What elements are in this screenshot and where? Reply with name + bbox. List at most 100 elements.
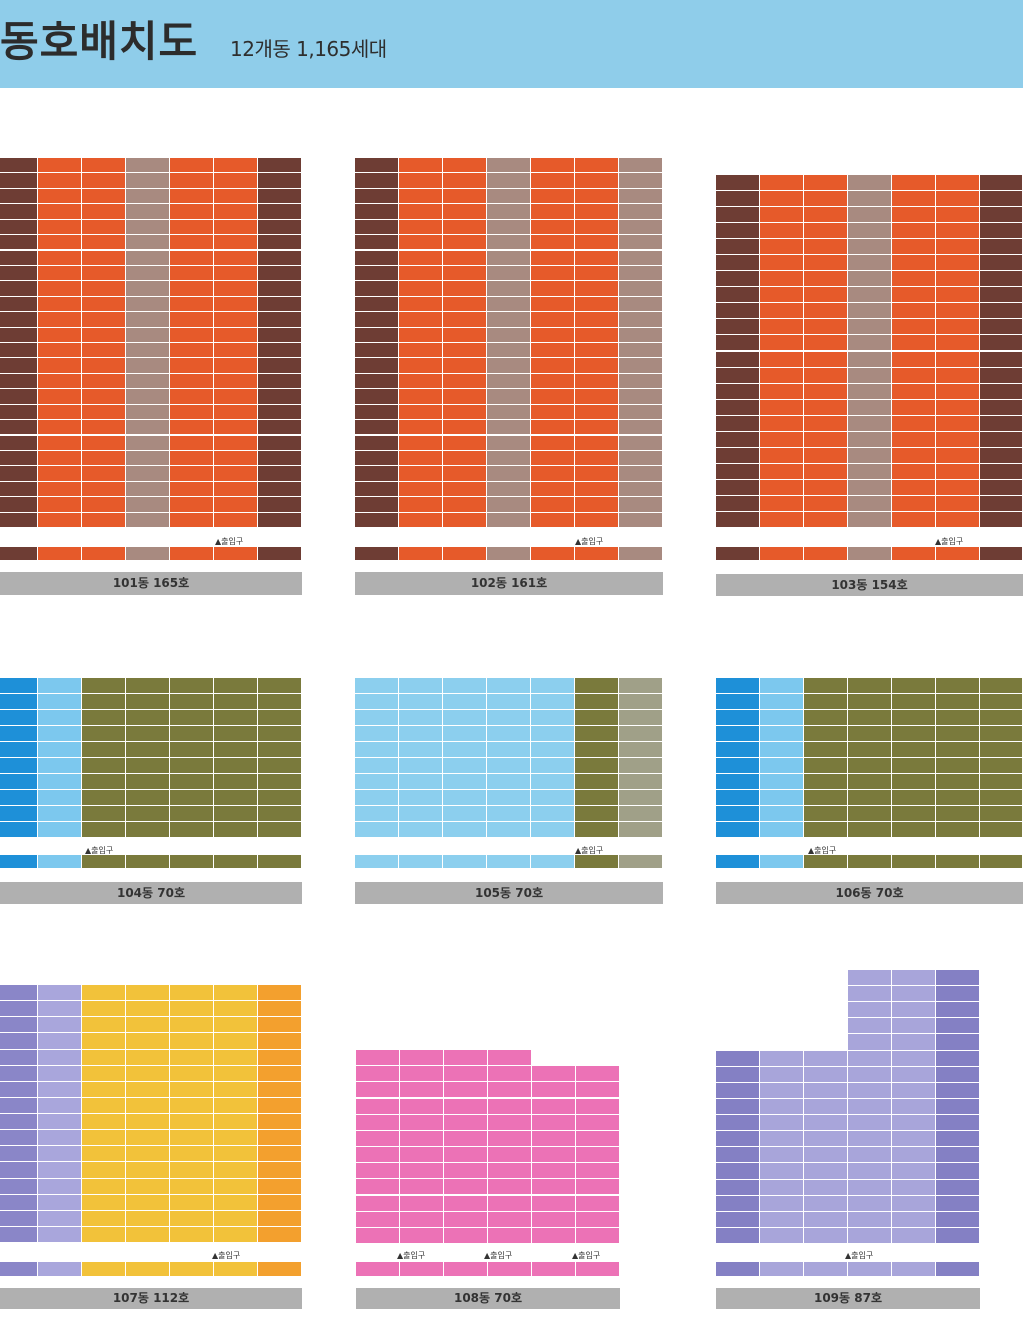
unit-cell[interactable] (936, 223, 980, 240)
unit-cell[interactable] (892, 175, 936, 192)
unit-cell[interactable] (0, 1033, 38, 1050)
unit-cell[interactable] (848, 1050, 892, 1067)
unit-cell[interactable] (848, 986, 892, 1003)
unit-cell[interactable] (399, 404, 443, 421)
unit-cell[interactable] (0, 742, 38, 758)
unit-cell[interactable] (126, 265, 170, 282)
unit-cell[interactable] (716, 758, 760, 774)
unit-cell[interactable] (0, 173, 38, 189)
ground-unit-cell[interactable] (980, 855, 1023, 868)
unit-cell[interactable] (82, 1130, 126, 1147)
unit-cell[interactable] (170, 343, 214, 359)
unit-cell[interactable] (399, 450, 443, 467)
unit-cell[interactable] (355, 173, 399, 189)
ground-unit-cell[interactable] (804, 547, 848, 560)
unit-cell[interactable] (619, 790, 663, 806)
unit-cell[interactable] (980, 495, 1023, 512)
unit-cell[interactable] (38, 219, 82, 236)
unit-cell[interactable] (575, 774, 619, 790)
unit-cell[interactable] (38, 481, 82, 498)
unit-cell[interactable] (892, 806, 936, 822)
unit-cell[interactable] (848, 351, 892, 368)
unit-cell[interactable] (488, 1163, 532, 1180)
unit-cell[interactable] (760, 1179, 804, 1196)
unit-cell[interactable] (170, 1194, 214, 1211)
unit-cell[interactable] (170, 420, 214, 436)
unit-cell[interactable] (82, 1162, 126, 1179)
unit-cell[interactable] (38, 497, 82, 513)
unit-cell[interactable] (487, 404, 531, 421)
unit-cell[interactable] (400, 1195, 444, 1212)
unit-cell[interactable] (443, 188, 487, 205)
unit-cell[interactable] (804, 383, 848, 400)
unit-cell[interactable] (214, 219, 258, 236)
unit-cell[interactable] (356, 1163, 400, 1180)
unit-cell[interactable] (760, 1115, 804, 1132)
unit-cell[interactable] (355, 694, 399, 710)
unit-cell[interactable] (399, 481, 443, 498)
unit-cell[interactable] (258, 985, 302, 1002)
unit-cell[interactable] (0, 204, 38, 220)
unit-cell[interactable] (576, 1082, 620, 1099)
unit-cell[interactable] (0, 678, 38, 694)
unit-cell[interactable] (716, 511, 760, 528)
unit-cell[interactable] (848, 1002, 892, 1019)
unit-cell[interactable] (126, 435, 170, 451)
unit-cell[interactable] (0, 327, 38, 343)
ground-unit-cell[interactable] (531, 547, 575, 560)
unit-cell[interactable] (126, 1194, 170, 1211)
unit-cell[interactable] (443, 678, 487, 694)
unit-cell[interactable] (82, 1065, 126, 1082)
unit-cell[interactable] (399, 281, 443, 297)
unit-cell[interactable] (531, 420, 575, 436)
unit-cell[interactable] (355, 327, 399, 343)
unit-cell[interactable] (170, 1226, 214, 1243)
unit-cell[interactable] (356, 1211, 400, 1228)
unit-cell[interactable] (82, 694, 126, 710)
unit-cell[interactable] (170, 404, 214, 421)
unit-cell[interactable] (82, 312, 126, 328)
unit-cell[interactable] (531, 512, 575, 528)
unit-cell[interactable] (575, 327, 619, 343)
unit-cell[interactable] (38, 343, 82, 359)
unit-cell[interactable] (214, 481, 258, 498)
unit-cell[interactable] (760, 447, 804, 464)
unit-cell[interactable] (716, 742, 760, 758)
unit-cell[interactable] (531, 296, 575, 313)
unit-cell[interactable] (848, 1211, 892, 1228)
unit-cell[interactable] (575, 265, 619, 282)
unit-cell[interactable] (258, 822, 302, 838)
unit-cell[interactable] (487, 373, 531, 390)
unit-cell[interactable] (126, 250, 170, 266)
unit-cell[interactable] (892, 1179, 936, 1196)
unit-cell[interactable] (804, 207, 848, 224)
unit-cell[interactable] (126, 1114, 170, 1131)
unit-cell[interactable] (487, 678, 531, 694)
unit-cell[interactable] (575, 822, 619, 838)
unit-cell[interactable] (38, 1017, 82, 1034)
unit-cell[interactable] (400, 1211, 444, 1228)
unit-cell[interactable] (487, 173, 531, 189)
unit-cell[interactable] (82, 774, 126, 790)
unit-cell[interactable] (356, 1130, 400, 1147)
unit-cell[interactable] (126, 235, 170, 251)
unit-cell[interactable] (0, 726, 38, 742)
unit-cell[interactable] (760, 726, 804, 742)
ground-unit-cell[interactable] (443, 547, 487, 560)
unit-cell[interactable] (575, 404, 619, 421)
unit-cell[interactable] (355, 219, 399, 236)
unit-cell[interactable] (804, 694, 848, 710)
unit-cell[interactable] (892, 1163, 936, 1180)
unit-cell[interactable] (575, 512, 619, 528)
unit-cell[interactable] (0, 1114, 38, 1131)
unit-cell[interactable] (848, 383, 892, 400)
unit-cell[interactable] (126, 822, 170, 838)
unit-cell[interactable] (214, 726, 258, 742)
unit-cell[interactable] (82, 420, 126, 436)
unit-cell[interactable] (82, 389, 126, 405)
unit-cell[interactable] (760, 399, 804, 416)
unit-cell[interactable] (488, 1195, 532, 1212)
unit-cell[interactable] (619, 389, 663, 405)
unit-cell[interactable] (848, 1131, 892, 1148)
unit-cell[interactable] (38, 1130, 82, 1147)
